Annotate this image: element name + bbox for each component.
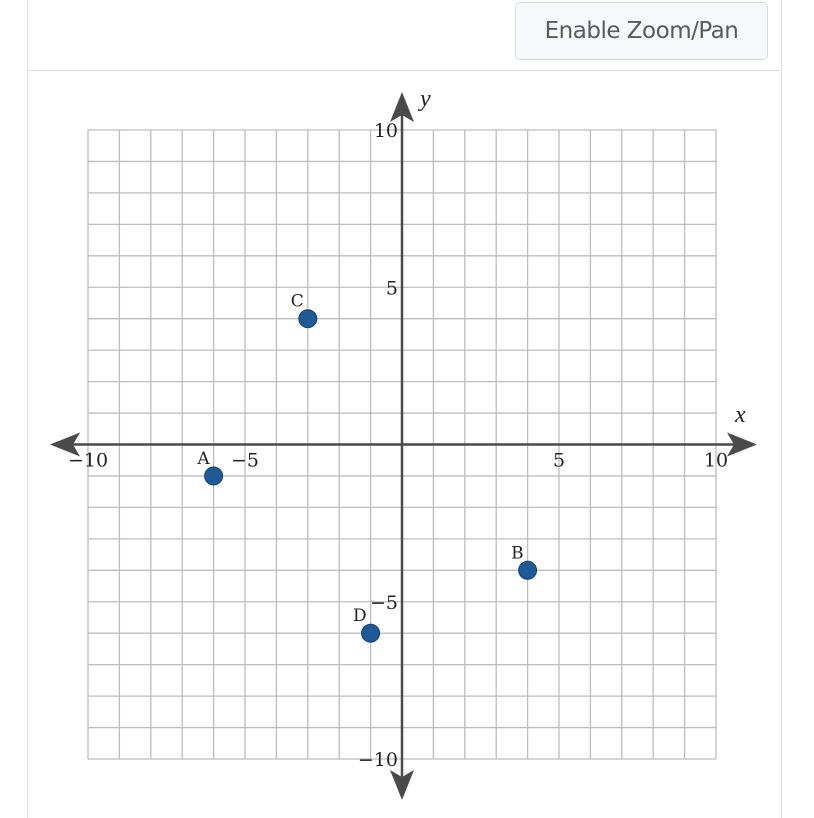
x-axis-left-arrow-icon [50, 432, 80, 457]
y-axis-label: y [418, 86, 431, 112]
y-axis-up-arrow-icon [390, 92, 414, 122]
point-label: D [353, 606, 367, 626]
data-point[interactable] [204, 466, 224, 486]
x-axis-right-arrow-icon [727, 432, 757, 457]
point-a[interactable]: A [196, 449, 224, 486]
y-axis-down-arrow-icon [390, 770, 414, 800]
point-c[interactable]: C [291, 292, 318, 329]
divider [28, 70, 780, 71]
y-tick-label: −10 [358, 749, 398, 771]
data-point[interactable] [518, 560, 538, 580]
y-tick-label: 10 [374, 120, 398, 142]
point-label: A [196, 449, 210, 469]
point-label: C [291, 292, 304, 312]
data-point[interactable] [361, 623, 381, 643]
point-b[interactable]: B [511, 543, 538, 580]
x-axis-label: x [734, 402, 746, 428]
x-tick-label: −10 [68, 450, 108, 472]
graph-panel [27, 0, 782, 818]
axes [50, 92, 757, 800]
point-label: B [511, 543, 524, 563]
point-d[interactable]: D [353, 606, 381, 643]
x-tick-label: 5 [553, 450, 565, 472]
x-tick-label: 10 [704, 450, 728, 472]
x-tick-label: −5 [231, 450, 259, 472]
data-point[interactable] [298, 309, 318, 329]
enable-zoom-pan-button[interactable]: Enable Zoom/Pan [515, 2, 768, 60]
y-tick-label: 5 [386, 277, 398, 299]
y-tick-label: −5 [370, 592, 398, 614]
